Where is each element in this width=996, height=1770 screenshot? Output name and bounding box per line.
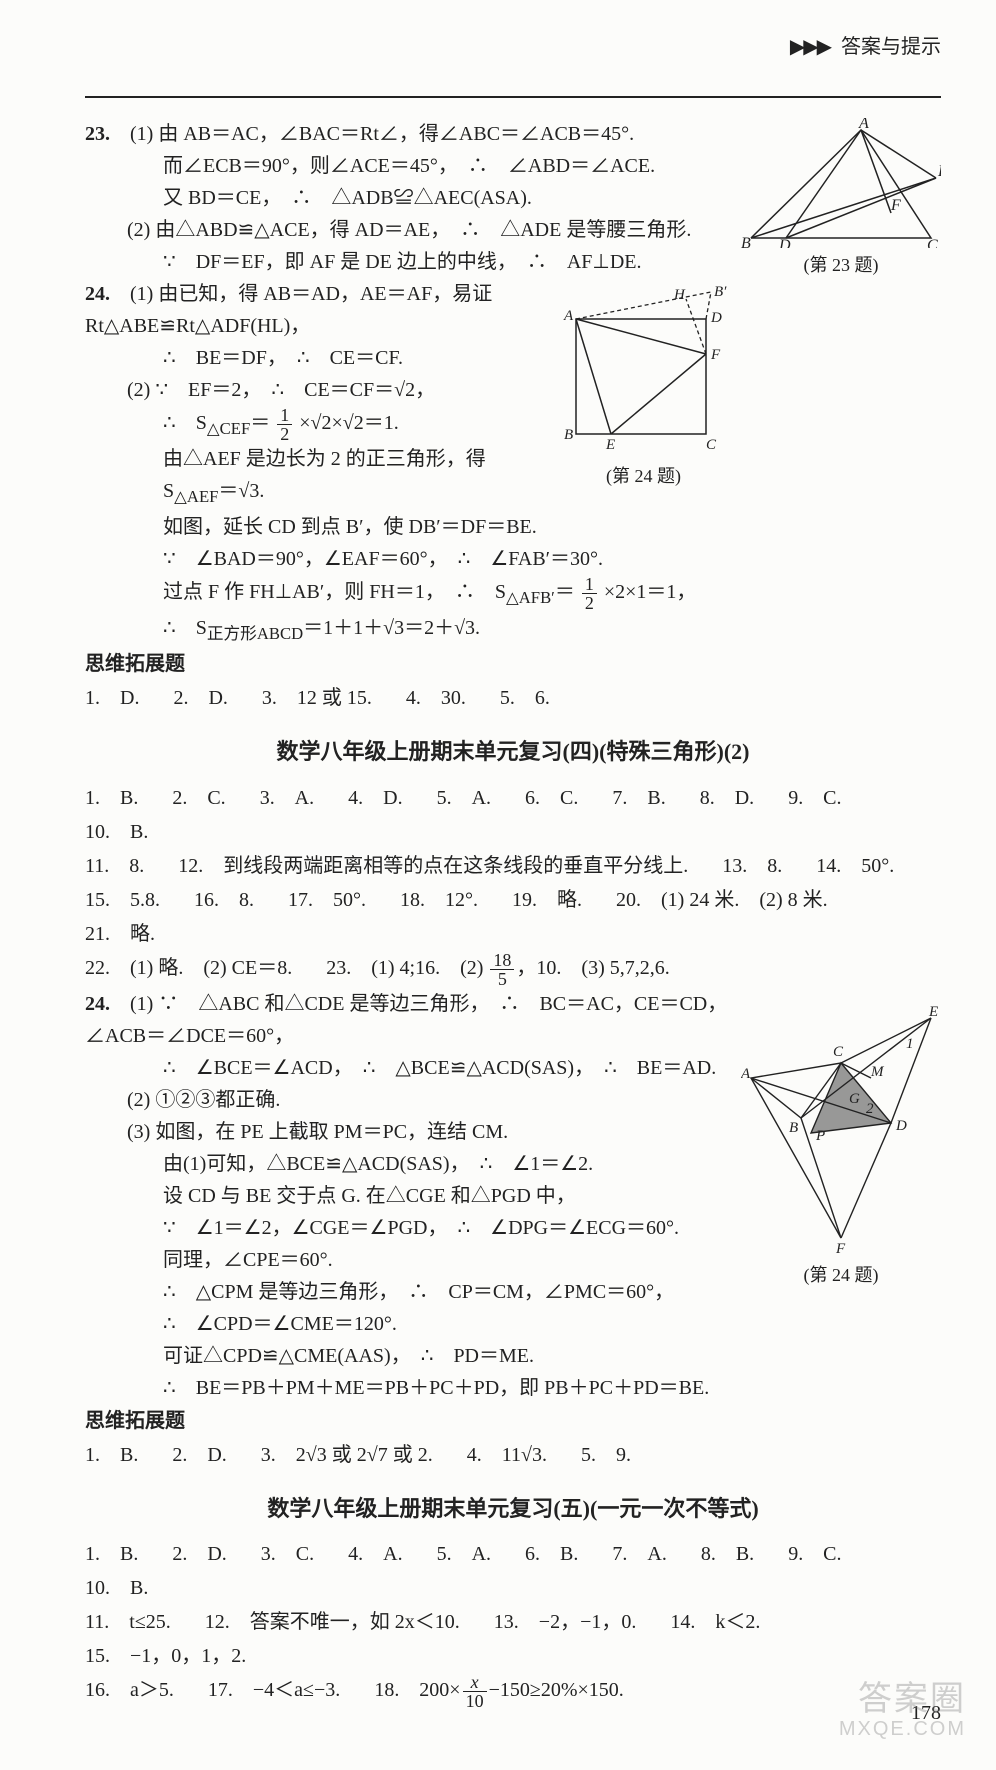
svg-text:C: C [706, 437, 717, 453]
sec3-row3: 16. a＞5. 17. −4＜a≤−3. 18. 200×x10−150≥20… [85, 1673, 941, 1710]
svg-text:P: P [815, 1128, 825, 1144]
svg-text:M: M [870, 1064, 885, 1080]
svg-text:1: 1 [906, 1036, 914, 1052]
figure-q24a: A B E C F D B′ H (第 24 题) [556, 284, 731, 492]
figure-q23: A B D C E F (第 23 题) [741, 118, 941, 281]
svg-text:B: B [741, 235, 751, 248]
think1-answers: 1. D. 2. D. 3. 12 或 15. 4. 30. 5. 6. [85, 681, 941, 715]
svg-text:A: A [858, 118, 869, 132]
sec2-row3: 15. 5.8.16. 8. 17. 50°.18. 12°. 19. 略.20… [85, 883, 941, 951]
think2-answers: 1. B. 2. D. 3. 2√3 或 2√7 或 2. 4. 11√3. 5… [85, 1438, 941, 1472]
think1-title: 思维拓展题 [85, 647, 941, 681]
sec3-row2: 11. t≤25. 12. 答案不唯一，如 2x＜10. 13. −2，−1，0… [85, 1605, 941, 1673]
svg-text:E: E [937, 163, 941, 180]
svg-text:2: 2 [866, 1101, 874, 1117]
page-header: ▶▶▶ 答案与提示 [790, 30, 941, 64]
svg-text:F: F [835, 1241, 846, 1257]
figure-q24a-caption: (第 24 题) [556, 461, 731, 492]
svg-text:D: D [710, 310, 722, 326]
sec2-row1: 1. B.2. C. 3. A.4. D. 5. A.6. C. 7. B.8.… [85, 781, 941, 849]
header-rule [85, 96, 941, 98]
svg-text:E: E [605, 437, 615, 453]
section2-title: 数学八年级上册期末单元复习(四)(特殊三角形)(2) [85, 733, 941, 770]
watermark: 答案圈 MXQE.COM [839, 1681, 966, 1740]
sec3-row1: 1. B.2. D. 3. C.4. A. 5. A.6. B. 7. A.8.… [85, 1537, 941, 1605]
page: ▶▶▶ 答案与提示 A B D C E F (第 23 题) [0, 0, 996, 1770]
header-arrows: ▶▶▶ [790, 36, 830, 58]
header-title: 答案与提示 [841, 36, 941, 58]
svg-text:E: E [928, 1004, 938, 1020]
svg-text:F: F [890, 197, 901, 214]
svg-text:B: B [789, 1120, 798, 1136]
svg-text:A: A [563, 308, 574, 324]
svg-text:D: D [778, 237, 791, 248]
figure-q24b: A B C D E F G M P 1 2 (第 24 题) [741, 998, 941, 1291]
section3-title: 数学八年级上册期末单元复习(五)(一元一次不等式) [85, 1490, 941, 1527]
svg-text:B: B [564, 427, 573, 443]
svg-text:F: F [710, 347, 721, 363]
svg-text:H: H [673, 287, 686, 303]
svg-text:D: D [895, 1118, 907, 1134]
sec2-row4: 22. (1) 略. (2) CE＝8. 23. (1) 4;16. (2) 1… [85, 951, 941, 988]
svg-text:A: A [741, 1066, 751, 1082]
svg-text:B′: B′ [714, 284, 727, 300]
svg-text:G: G [849, 1091, 860, 1107]
svg-text:C: C [833, 1044, 844, 1060]
figure-q24b-caption: (第 24 题) [741, 1260, 941, 1291]
think2-title: 思维拓展题 [85, 1404, 941, 1438]
sec2-row2: 11. 8. 12. 到线段两端距离相等的点在这条线段的垂直平分线上. 13. … [85, 849, 941, 883]
svg-text:C: C [927, 237, 938, 248]
q24a-block: 24. (1) 由已知，得 AB＝AD，AE＝AF，易证 Rt△ABE≌Rt△A… [85, 278, 941, 647]
figure-q23-caption: (第 23 题) [741, 250, 941, 281]
